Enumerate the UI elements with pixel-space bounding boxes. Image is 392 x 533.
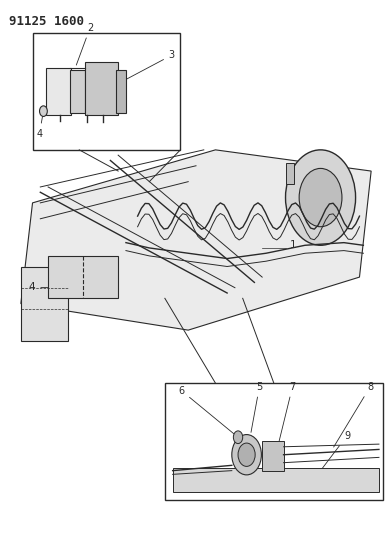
Text: 91125 1600: 91125 1600 <box>9 14 84 28</box>
Bar <box>165 383 383 500</box>
Bar <box>116 70 126 113</box>
Text: 6: 6 <box>178 386 236 435</box>
Bar <box>48 256 118 298</box>
Text: 5: 5 <box>251 382 263 432</box>
Text: 3: 3 <box>121 50 175 82</box>
Text: 2: 2 <box>76 22 93 65</box>
Circle shape <box>299 168 342 227</box>
Bar <box>172 468 379 492</box>
Circle shape <box>232 434 261 475</box>
Bar <box>69 70 85 113</box>
Circle shape <box>233 431 243 443</box>
Bar <box>85 62 118 115</box>
Text: 4: 4 <box>36 114 43 139</box>
Text: 10: 10 <box>245 441 257 472</box>
Circle shape <box>285 150 356 245</box>
Bar <box>285 163 294 184</box>
Text: 8: 8 <box>334 382 374 447</box>
Text: 4: 4 <box>29 282 65 293</box>
Bar <box>262 441 283 471</box>
Text: 1: 1 <box>289 240 296 250</box>
Circle shape <box>40 106 47 116</box>
Polygon shape <box>21 150 371 330</box>
Bar <box>46 68 71 115</box>
Bar <box>33 33 180 150</box>
Text: 9: 9 <box>322 431 350 469</box>
Circle shape <box>238 443 255 466</box>
Polygon shape <box>21 266 67 341</box>
Text: 7: 7 <box>278 382 296 444</box>
